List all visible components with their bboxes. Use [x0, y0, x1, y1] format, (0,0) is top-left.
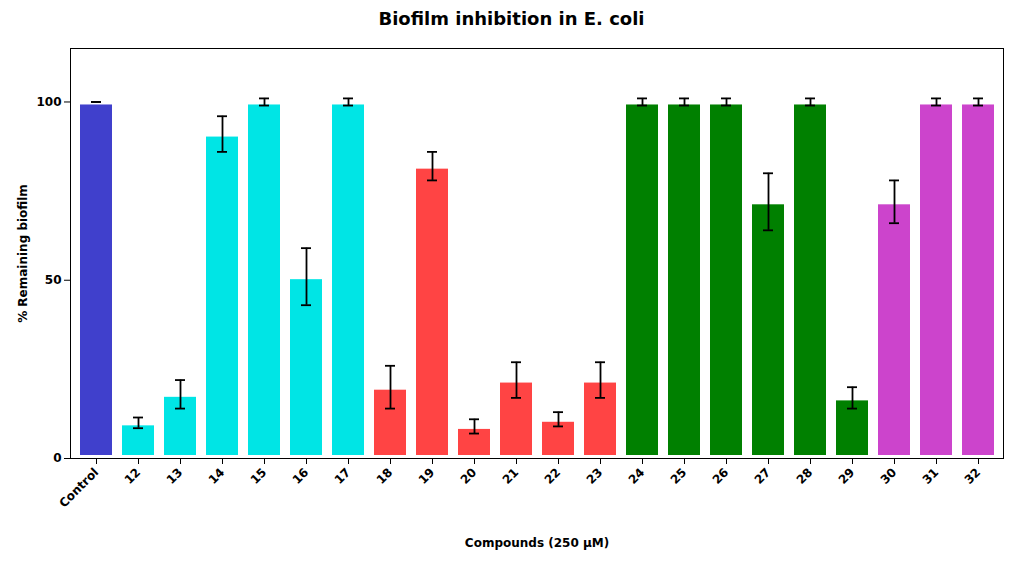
svg-text:20: 20 [458, 465, 480, 487]
svg-text:Control: Control [56, 465, 101, 510]
svg-text:22: 22 [542, 465, 564, 487]
svg-text:12: 12 [122, 465, 144, 487]
svg-text:24: 24 [626, 465, 648, 487]
svg-text:100: 100 [36, 95, 61, 109]
svg-text:15: 15 [248, 465, 270, 487]
svg-text:32: 32 [962, 465, 984, 487]
svg-text:% Remaining biofilm: % Remaining biofilm [16, 184, 30, 323]
svg-text:27: 27 [752, 465, 774, 487]
svg-text:Compounds (250 μM): Compounds (250 μM) [465, 536, 609, 550]
svg-text:0: 0 [53, 451, 61, 465]
html-text:Biofilm inhibition in E. coli: Biofilm inhibition in E. coli [378, 8, 645, 29]
svg-text:50: 50 [45, 273, 62, 287]
svg-text:21: 21 [500, 465, 522, 487]
svg-text:28: 28 [794, 465, 816, 487]
svg-text:31: 31 [920, 465, 942, 487]
svg-text:29: 29 [836, 465, 858, 487]
svg-text:23: 23 [584, 465, 606, 487]
svg-text:19: 19 [416, 465, 438, 487]
svg-text:17: 17 [332, 465, 354, 487]
svg-text:25: 25 [668, 465, 690, 487]
svg-text:26: 26 [710, 465, 732, 487]
svg-text:30: 30 [878, 465, 900, 487]
svg-text:16: 16 [290, 465, 312, 487]
svg-text:13: 13 [164, 465, 186, 487]
svg-text:18: 18 [374, 465, 396, 487]
svg-text:14: 14 [206, 465, 228, 487]
